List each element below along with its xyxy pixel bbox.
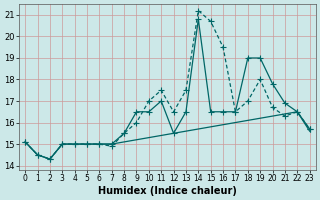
X-axis label: Humidex (Indice chaleur): Humidex (Indice chaleur) (98, 186, 237, 196)
